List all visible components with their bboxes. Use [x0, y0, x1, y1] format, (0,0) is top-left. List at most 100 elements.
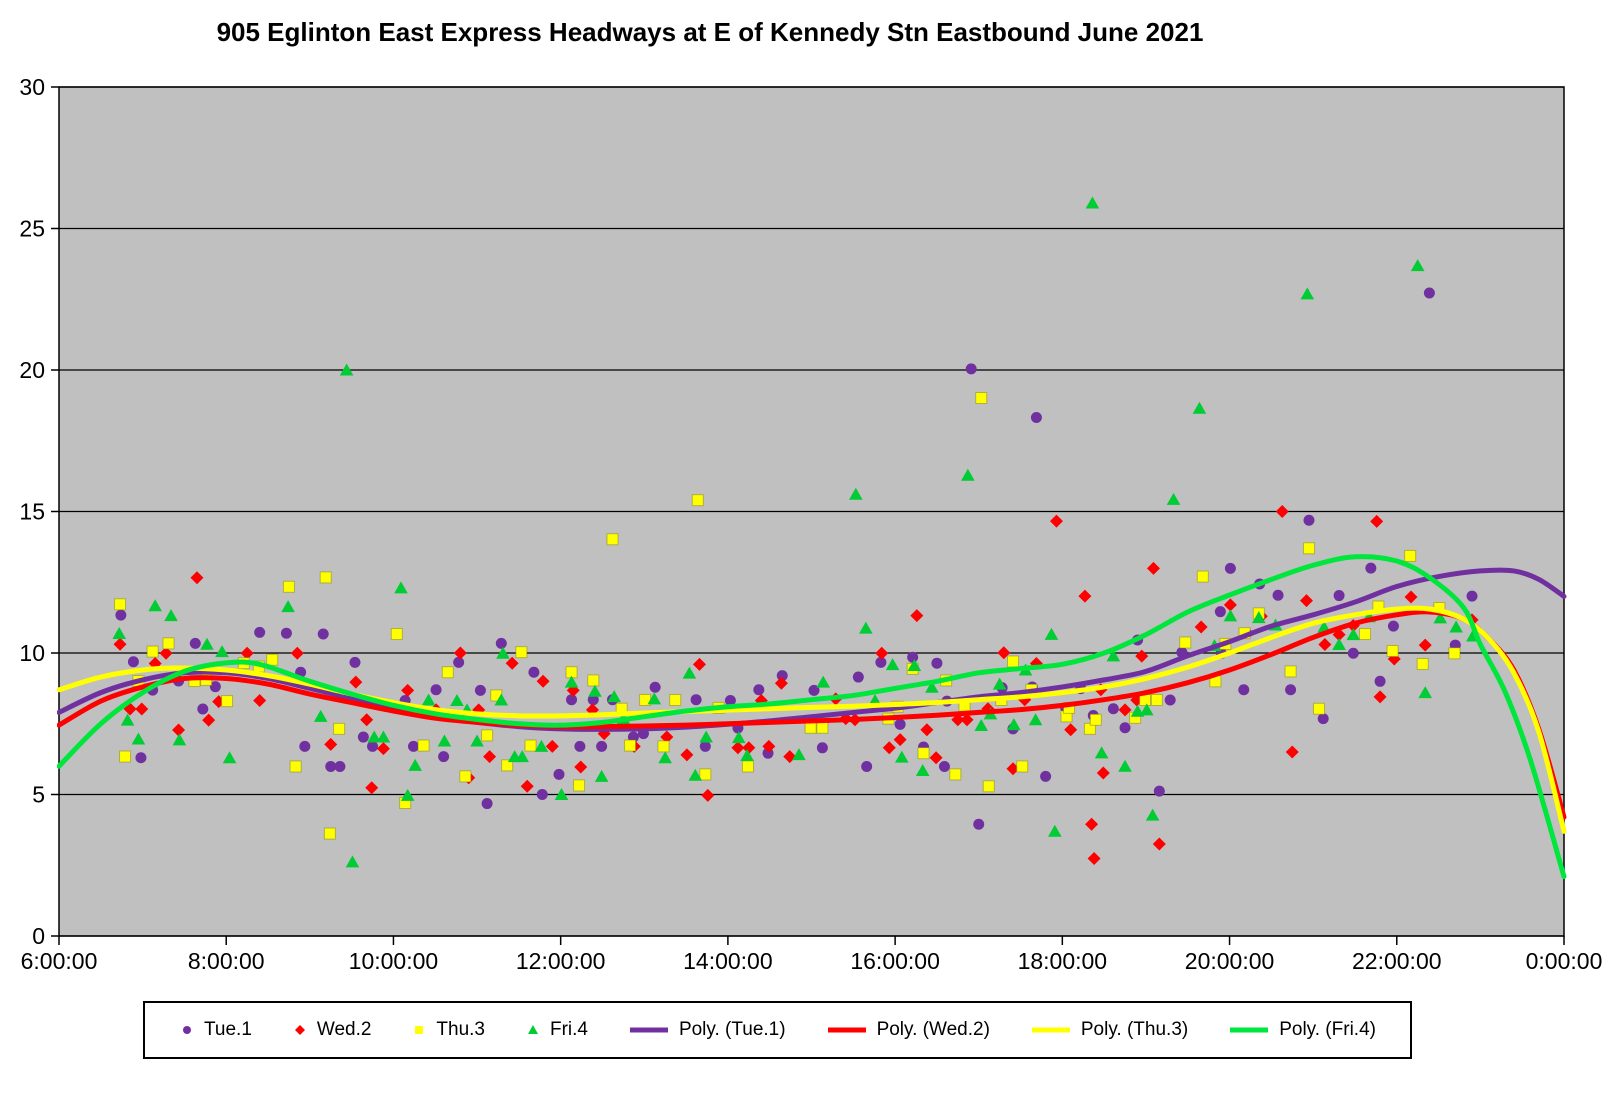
tue1-point	[254, 626, 266, 638]
fri4-point	[1007, 718, 1021, 731]
thu3-point	[1150, 693, 1163, 706]
legend-line-swatch	[1230, 1027, 1269, 1033]
tue1-point	[197, 703, 209, 715]
thu3-point	[319, 571, 332, 584]
tue1-point	[349, 656, 361, 668]
tue1-point	[1119, 722, 1131, 734]
fri4-point	[1332, 638, 1346, 651]
fri4-point	[148, 599, 162, 612]
fri4-point	[1192, 401, 1207, 414]
tue1-point	[816, 742, 828, 754]
wed2-point	[113, 637, 127, 651]
fri4-point	[816, 675, 831, 688]
tue1-point	[931, 657, 943, 669]
wed2-point	[701, 788, 715, 802]
tue1-point	[894, 718, 906, 730]
wed2-point	[875, 646, 889, 660]
tue1-point	[973, 818, 985, 830]
fri4-point	[992, 677, 1007, 690]
fri4-point	[400, 788, 415, 801]
fri4-point	[658, 751, 672, 764]
fri4-point	[594, 769, 609, 782]
thu3-point	[481, 729, 494, 742]
fri4-point	[200, 637, 214, 650]
thu3-point	[975, 392, 988, 405]
tue1-point	[280, 627, 292, 639]
tue1-point	[907, 651, 919, 663]
wed2-point	[692, 657, 706, 671]
wed2-point	[453, 646, 467, 660]
thu3-point	[1007, 655, 1020, 668]
thu3-point	[1089, 713, 1102, 726]
fri4-point	[1028, 713, 1043, 726]
fri4-point	[222, 751, 237, 764]
fri4-point	[131, 732, 146, 745]
fri4-point	[885, 658, 900, 671]
thu3-point	[333, 722, 346, 735]
fri4-point	[731, 731, 746, 744]
thu3-point	[917, 747, 930, 760]
wed2-point	[731, 741, 745, 755]
x-axis-label: 18:00:00	[1018, 948, 1108, 974]
tue1-point	[474, 684, 486, 696]
thu3-point	[1083, 722, 1096, 735]
thu3-point	[282, 580, 295, 593]
fri4-point	[470, 734, 484, 747]
fri4-point	[682, 666, 697, 679]
thu3-point	[1386, 645, 1399, 658]
tue1-point	[690, 694, 702, 706]
legend-box: Tue.1 Wed.2 Thu.3 Fri.4 Poly. (Tue.1) Poly. (…	[143, 1001, 1412, 1059]
fri4-point	[534, 739, 549, 752]
thu3-point	[606, 533, 619, 546]
x-axis-label: 8:00:00	[188, 948, 265, 974]
fri4-point	[792, 748, 806, 761]
tue1-point	[1224, 562, 1236, 574]
tue1-point	[1153, 785, 1165, 797]
tue1-point	[1374, 675, 1386, 687]
wed2-point	[253, 694, 267, 708]
fri4-point	[437, 734, 452, 747]
fri4-point	[564, 675, 579, 688]
tue1-point	[1030, 412, 1042, 424]
thu3-point	[1139, 693, 1152, 706]
wed2-point	[1087, 851, 1101, 865]
tue1-point	[528, 666, 540, 678]
tue1-point	[1423, 287, 1435, 299]
fri4-point	[313, 709, 328, 722]
thu3-point	[741, 760, 754, 773]
fri4-point	[112, 626, 126, 639]
legend-label: Thu.3	[436, 1019, 485, 1040]
thu3-point	[390, 628, 403, 641]
thu3-point	[515, 646, 528, 659]
tue1-point	[1238, 684, 1250, 696]
fri4-point	[164, 609, 178, 622]
fri4-point	[1139, 703, 1154, 716]
tue1-point	[127, 656, 139, 668]
fri4-point	[496, 646, 510, 659]
wed2-point	[190, 571, 204, 585]
fri4-point	[915, 763, 930, 776]
fri4-point	[1106, 649, 1121, 662]
legend-item-fri-4: Fri.4	[525, 1019, 588, 1041]
fri4-point	[281, 600, 295, 613]
fri4-point	[421, 693, 436, 706]
tue1-point	[1317, 713, 1329, 725]
legend-swatch-shape	[527, 1025, 538, 1034]
fri4-point	[588, 684, 602, 697]
fri4-point	[554, 788, 569, 800]
fri4-point	[1044, 627, 1059, 640]
y-axis-label: 25	[19, 216, 45, 242]
fri4-point	[1048, 824, 1062, 837]
y-axis-label: 30	[19, 74, 45, 100]
tue1-point	[189, 637, 201, 649]
fri4-point	[1418, 686, 1433, 699]
fri4-point	[859, 621, 873, 634]
fri4-point	[961, 468, 975, 481]
thu3-point	[699, 768, 712, 781]
tue1-point	[852, 671, 864, 683]
wed2-point	[376, 742, 390, 756]
legend-square-icon	[415, 1026, 424, 1034]
tue1-point	[587, 694, 599, 706]
tue1-point	[408, 740, 420, 752]
fri4-point	[688, 768, 703, 781]
